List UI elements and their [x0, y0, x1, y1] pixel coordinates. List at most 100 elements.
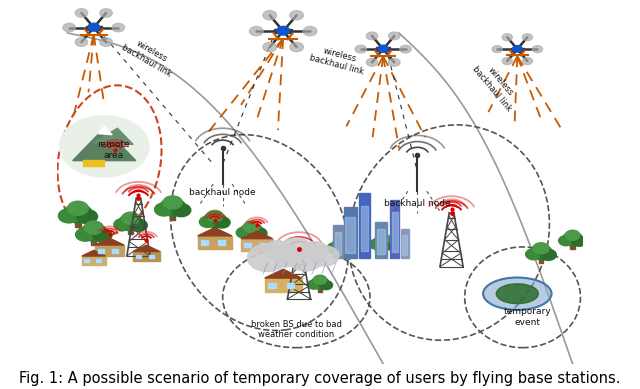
- Circle shape: [366, 58, 378, 66]
- Bar: [381, 246, 385, 252]
- Circle shape: [307, 280, 321, 289]
- Bar: [345, 217, 355, 253]
- Bar: [86, 26, 102, 30]
- Bar: [250, 235, 254, 242]
- Circle shape: [314, 275, 326, 284]
- Circle shape: [204, 212, 226, 228]
- Text: Fig. 1: A possible scenario of temporary coverage of users by flying base statio: Fig. 1: A possible scenario of temporary…: [19, 371, 621, 386]
- Bar: [335, 232, 341, 254]
- Circle shape: [200, 216, 216, 228]
- Circle shape: [502, 34, 513, 41]
- Circle shape: [236, 227, 252, 238]
- Polygon shape: [73, 128, 136, 161]
- Bar: [128, 227, 133, 234]
- Circle shape: [250, 26, 263, 36]
- Bar: [84, 259, 89, 262]
- Text: wireless
backhaul link: wireless backhaul link: [471, 58, 522, 113]
- Circle shape: [88, 23, 100, 31]
- Circle shape: [310, 246, 339, 266]
- Circle shape: [502, 58, 513, 65]
- Bar: [260, 243, 266, 247]
- Circle shape: [530, 245, 552, 260]
- Bar: [570, 242, 575, 249]
- Circle shape: [114, 219, 132, 231]
- Bar: [91, 237, 97, 245]
- Bar: [83, 159, 104, 166]
- Circle shape: [559, 236, 573, 246]
- Circle shape: [280, 238, 312, 259]
- Polygon shape: [95, 238, 124, 245]
- Bar: [376, 47, 390, 51]
- Bar: [82, 256, 106, 265]
- Text: temporary
event: temporary event: [504, 307, 552, 327]
- Circle shape: [366, 32, 378, 40]
- Circle shape: [331, 239, 351, 253]
- Circle shape: [100, 38, 113, 46]
- Text: backhaul node: backhaul node: [189, 189, 256, 198]
- Circle shape: [207, 210, 223, 221]
- Circle shape: [563, 232, 582, 246]
- Bar: [361, 206, 369, 251]
- Bar: [344, 207, 357, 258]
- Circle shape: [290, 11, 303, 20]
- Circle shape: [319, 280, 333, 290]
- Bar: [95, 245, 124, 256]
- Circle shape: [525, 249, 542, 260]
- Circle shape: [75, 9, 88, 18]
- Circle shape: [75, 38, 88, 46]
- Text: backhaul node: backhaul node: [384, 199, 451, 208]
- Circle shape: [522, 34, 532, 41]
- Bar: [136, 255, 141, 258]
- Circle shape: [64, 204, 92, 223]
- Circle shape: [400, 45, 412, 53]
- Circle shape: [382, 240, 397, 250]
- Circle shape: [241, 223, 262, 238]
- Bar: [201, 240, 208, 245]
- Polygon shape: [265, 269, 301, 278]
- Circle shape: [369, 239, 384, 249]
- Bar: [402, 235, 407, 255]
- Polygon shape: [93, 128, 133, 144]
- Bar: [113, 249, 118, 253]
- Circle shape: [214, 217, 230, 228]
- Circle shape: [271, 245, 303, 267]
- Circle shape: [373, 236, 393, 249]
- Bar: [339, 250, 343, 256]
- Circle shape: [522, 58, 532, 65]
- Bar: [244, 243, 250, 247]
- Bar: [98, 249, 104, 253]
- Ellipse shape: [483, 277, 552, 310]
- Circle shape: [303, 26, 317, 36]
- Circle shape: [130, 219, 147, 231]
- Circle shape: [58, 209, 79, 223]
- Circle shape: [376, 234, 390, 244]
- Bar: [198, 236, 232, 249]
- Bar: [241, 239, 273, 251]
- Circle shape: [388, 58, 400, 66]
- Circle shape: [159, 198, 186, 216]
- Circle shape: [513, 46, 522, 52]
- Circle shape: [100, 9, 113, 18]
- Bar: [511, 47, 524, 51]
- Circle shape: [565, 230, 580, 240]
- Circle shape: [118, 214, 143, 231]
- Circle shape: [301, 242, 328, 259]
- Bar: [149, 255, 154, 258]
- Text: broken BS due to bad
weather condition: broken BS due to bad weather condition: [251, 320, 342, 339]
- Circle shape: [84, 221, 103, 234]
- Circle shape: [248, 244, 287, 272]
- Circle shape: [112, 23, 125, 32]
- Bar: [360, 193, 370, 258]
- Circle shape: [122, 212, 140, 224]
- Circle shape: [340, 244, 355, 253]
- Circle shape: [63, 23, 76, 32]
- Circle shape: [265, 241, 291, 259]
- Text: wireless
backhaul link: wireless backhaul link: [120, 34, 178, 79]
- Circle shape: [311, 277, 329, 289]
- Bar: [133, 251, 159, 261]
- Circle shape: [355, 45, 367, 53]
- Bar: [275, 29, 292, 33]
- Circle shape: [378, 45, 388, 53]
- Circle shape: [533, 243, 549, 254]
- Bar: [390, 200, 399, 258]
